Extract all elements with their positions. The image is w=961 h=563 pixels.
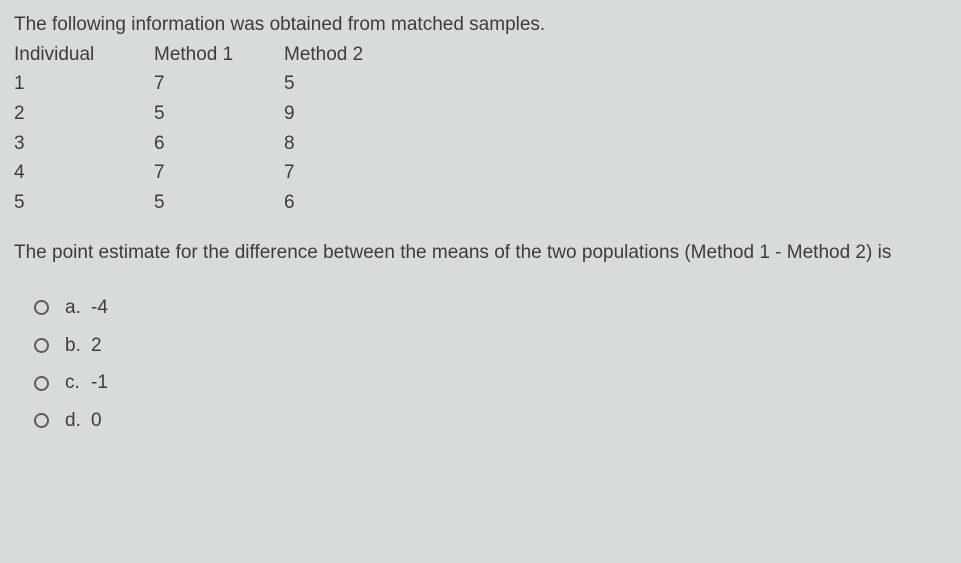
option-letter: c. [65,370,91,396]
table-row: 5 5 6 [14,188,414,218]
option-d[interactable]: d. 0 [34,408,947,434]
question-text: The point estimate for the difference be… [14,239,947,267]
option-value: 0 [91,408,102,434]
options-group: a. -4 b. 2 c. -1 d. 0 [14,295,947,434]
option-a[interactable]: a. -4 [34,295,947,321]
cell-individual: 2 [14,99,154,129]
cell-method1: 7 [154,69,284,99]
cell-method1: 5 [154,188,284,218]
cell-method2: 5 [284,69,414,99]
cell-method2: 7 [284,158,414,188]
cell-individual: 1 [14,69,154,99]
header-method2: Method 2 [284,40,414,70]
cell-individual: 5 [14,188,154,218]
cell-method1: 6 [154,129,284,159]
cell-individual: 4 [14,158,154,188]
cell-method2: 9 [284,99,414,129]
option-c[interactable]: c. -1 [34,370,947,396]
cell-method1: 5 [154,99,284,129]
data-table: Individual Method 1 Method 2 1 7 5 2 5 9… [14,40,414,218]
option-letter: b. [65,333,91,359]
intro-text: The following information was obtained f… [14,12,947,38]
table-row: 4 7 7 [14,158,414,188]
radio-icon[interactable] [34,300,49,315]
table-row: 1 7 5 [14,69,414,99]
table-header-row: Individual Method 1 Method 2 [14,40,414,70]
cell-method2: 8 [284,129,414,159]
option-value: -4 [91,295,108,321]
option-letter: d. [65,408,91,434]
radio-icon[interactable] [34,376,49,391]
cell-method1: 7 [154,158,284,188]
radio-icon[interactable] [34,413,49,428]
cell-individual: 3 [14,129,154,159]
option-b[interactable]: b. 2 [34,333,947,359]
header-individual: Individual [14,40,154,70]
option-letter: a. [65,295,91,321]
table-row: 2 5 9 [14,99,414,129]
radio-icon[interactable] [34,338,49,353]
table-row: 3 6 8 [14,129,414,159]
header-method1: Method 1 [154,40,284,70]
option-value: 2 [91,333,102,359]
cell-method2: 6 [284,188,414,218]
option-value: -1 [91,370,108,396]
